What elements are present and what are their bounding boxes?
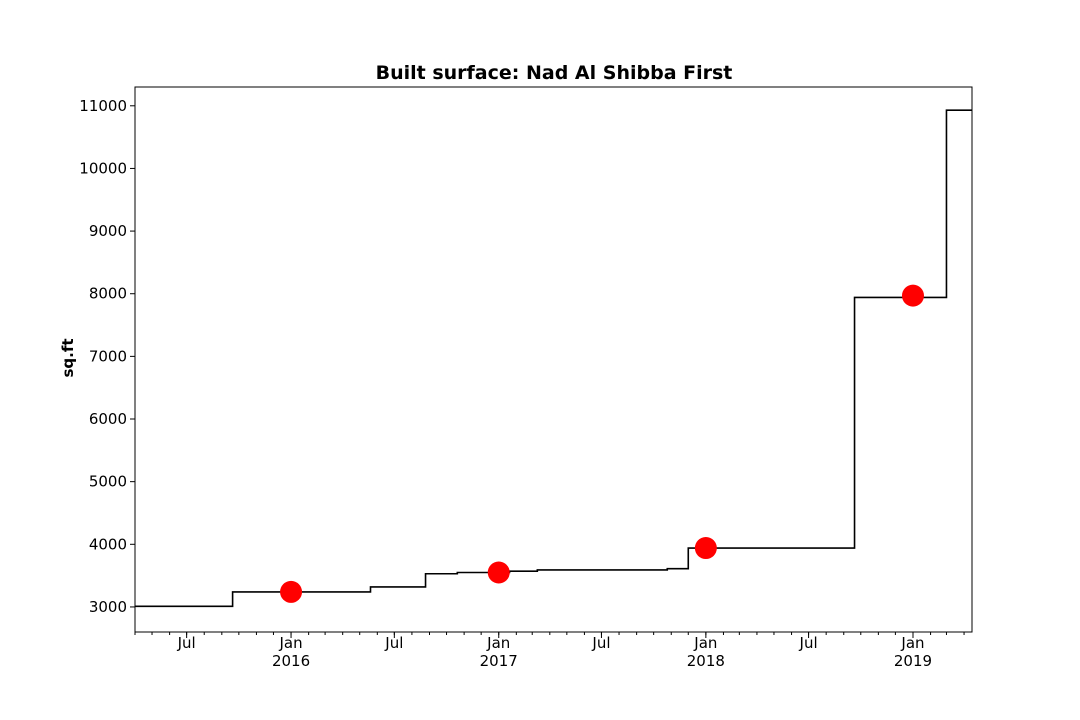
data-point-marker bbox=[901, 284, 924, 307]
plot-area: 3000 4000 5000 6000 7000 8000 9000 10000 11000 Ju… bbox=[79, 97, 972, 670]
x-tick-label: Jan bbox=[486, 634, 510, 652]
x-tick-label: Jul bbox=[384, 634, 403, 652]
data-point-marker bbox=[487, 561, 510, 584]
y-tick-label: 4000 bbox=[89, 535, 127, 553]
y-tick-label: 11000 bbox=[79, 97, 127, 115]
axes-frame bbox=[134, 86, 973, 633]
y-tick-label: 10000 bbox=[79, 159, 127, 177]
y-tick-label: 9000 bbox=[89, 222, 127, 240]
x-tick-label: Jul bbox=[799, 634, 818, 652]
x-tick-label: Jan bbox=[693, 634, 717, 652]
x-tick-year-label: 2018 bbox=[687, 652, 725, 670]
x-tick-label: Jul bbox=[591, 634, 610, 652]
y-tick-label: 6000 bbox=[89, 410, 127, 428]
data-point-marker bbox=[280, 580, 303, 603]
x-tick-year-label: 2019 bbox=[894, 652, 932, 670]
x-tick-label: Jul bbox=[177, 634, 196, 652]
x-tick-label: Jan bbox=[900, 634, 924, 652]
step-series-line bbox=[135, 109, 972, 608]
x-tick-year-label: 2016 bbox=[272, 652, 310, 670]
y-tick-label: 8000 bbox=[89, 285, 127, 303]
y-tick-label: 3000 bbox=[89, 598, 127, 616]
y-axis-label: sq.ft bbox=[59, 338, 77, 377]
x-tick-label: Jan bbox=[278, 634, 302, 652]
y-tick-label: 7000 bbox=[89, 347, 127, 365]
y-tick-label: 5000 bbox=[89, 473, 127, 491]
data-point-marker bbox=[694, 537, 717, 560]
chart-title: Built surface: Nad Al Shibba First bbox=[376, 62, 733, 84]
x-tick-year-label: 2017 bbox=[480, 652, 518, 670]
